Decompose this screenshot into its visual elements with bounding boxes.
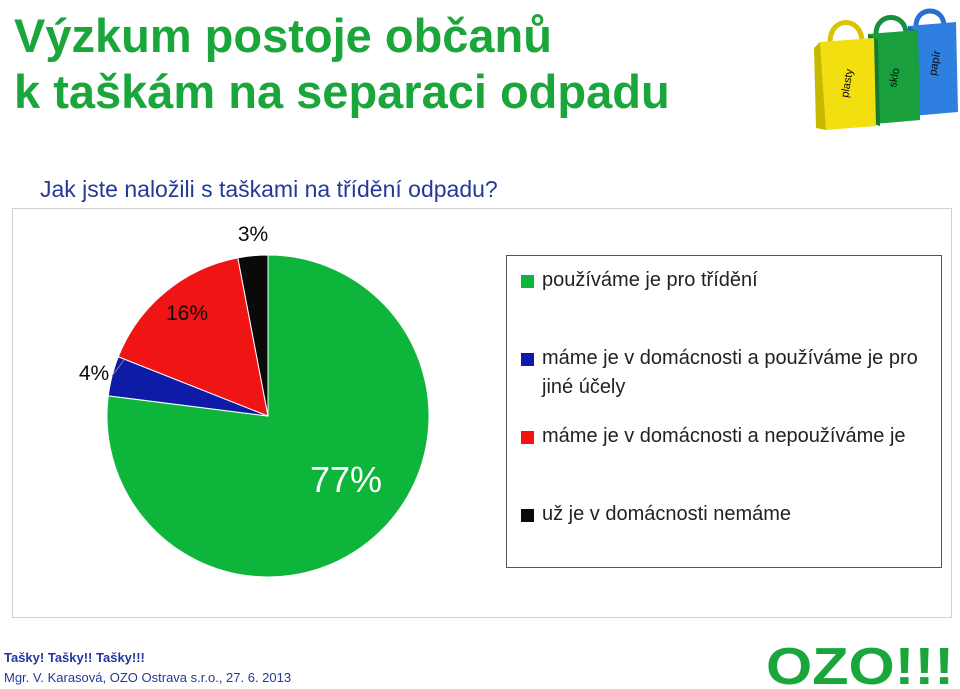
pie-label-2: 4% [79,362,109,385]
legend-swatch-4 [521,509,534,522]
legend-label-1: používáme je pro třídění [542,269,758,291]
blue-bag [908,22,958,116]
blue-bag-label: papír [927,49,943,76]
page-title-line2: k taškám na separaci odpadu [14,65,670,118]
yellow-bag-handle [827,20,865,43]
chart-frame [12,208,952,618]
green-bag-handle [873,15,909,35]
ozo-logo: OZO!!! [766,640,954,689]
pie-slice-3 [117,257,269,417]
yellow-bag-label: plasty [839,68,856,99]
yellow-bag-side [814,42,826,130]
blue-bag-handle [913,8,947,27]
footer-slogan: Tašky! Tašky!! Tašky!!! [4,650,145,665]
recycling-bags-image: papír sklo plasty [814,8,958,130]
pie-label-3: 16% [166,302,208,325]
legend-item-1: používáme je pro třídění [521,266,942,295]
legend-item-2: máme je v domácnosti a používáme je pro … [521,344,942,402]
pie-label-4: 3% [238,223,268,246]
page-title-line1: Výzkum postoje občanů [14,9,552,62]
legend-label-2: máme je v domácnosti a používáme je pro … [542,347,918,398]
pie-label-1: 77% [310,459,382,500]
ozo-logo-text: OZO!!! [766,640,954,689]
legend-swatch-2 [521,353,534,366]
chart-legend: používáme je pro třídění máme je v domácn… [506,255,942,568]
legend-item-3: máme je v domácnosti a nepoužíváme je [521,422,942,451]
legend-item-4: už je v domácnosti nemáme [521,500,942,529]
green-bag-label: sklo [887,67,902,88]
footer: Tašky! Tašky!! Tašky!!! Mgr. V. Karasová… [4,648,291,688]
yellow-bag [820,38,876,130]
legend-swatch-1 [521,275,534,288]
legend-label-3: máme je v domácnosti a nepoužíváme je [542,425,906,447]
survey-question: Jak jste naložili s taškami na třídění o… [40,176,498,202]
legend-label-4: už je v domácnosti nemáme [542,503,792,525]
green-bag [868,30,920,124]
page-title: Výzkum postoje občanů k taškám na separa… [14,8,670,120]
pie-slice-4 [237,254,269,417]
pie-leader-line-2 [111,359,125,377]
legend-swatch-3 [521,431,534,444]
footer-author: Mgr. V. Karasová, OZO Ostrava s.r.o., 27… [4,670,292,685]
